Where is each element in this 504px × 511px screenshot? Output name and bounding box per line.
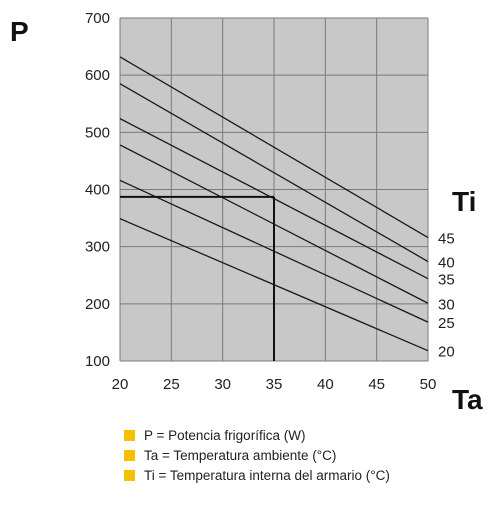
legend-text-ta: Ta = Temperatura ambiente (°C) bbox=[144, 447, 337, 463]
y-tick-label: 400 bbox=[85, 182, 110, 199]
y-tick-label: 500 bbox=[85, 124, 110, 141]
y-tick-label: 300 bbox=[85, 239, 110, 256]
legend-text-p: P = Potencia frigorífica (W) bbox=[144, 427, 306, 443]
x-tick-label: 50 bbox=[420, 376, 437, 393]
legend: P = Potencia frigorífica (W) Ta = Temper… bbox=[124, 425, 390, 485]
x-tick-label: 20 bbox=[112, 376, 129, 393]
series-label: 35 bbox=[438, 272, 455, 289]
series-line bbox=[119, 56, 429, 239]
series-line bbox=[119, 83, 429, 263]
legend-marker bbox=[124, 449, 135, 461]
series-label: 30 bbox=[438, 296, 455, 313]
chart: 20 25 30 35 40 45 5010020030040050060070045403… bbox=[85, 10, 455, 393]
x-tick-label: 35 bbox=[266, 376, 283, 393]
legend-item-p: P = Potencia frigorífica (W) bbox=[124, 425, 390, 445]
x-tick-label: 40 bbox=[317, 376, 334, 393]
series-label: 45 bbox=[438, 231, 455, 248]
series-label: 20 bbox=[438, 344, 455, 361]
y-tick-label: 100 bbox=[85, 353, 110, 370]
series-label: 25 bbox=[438, 315, 455, 332]
y-axis-letter: P bbox=[10, 16, 29, 47]
legend-item-ta: Ta = Temperatura ambiente (°C) bbox=[124, 445, 390, 465]
x-tick-label: 45 bbox=[368, 376, 385, 393]
series-group-letter: Ti bbox=[452, 186, 477, 217]
x-tick-label: 25 bbox=[163, 376, 180, 393]
x-tick-label: 30 bbox=[214, 376, 231, 393]
x-axis-letter: Ta bbox=[452, 384, 483, 415]
series-label: 40 bbox=[438, 255, 455, 272]
y-tick-label: 700 bbox=[85, 10, 110, 27]
y-tick-label: 600 bbox=[85, 67, 110, 84]
y-tick-label: 200 bbox=[85, 296, 110, 313]
legend-marker bbox=[124, 469, 135, 481]
legend-item-ti: Ti = Temperatura interna del armario (°C… bbox=[124, 465, 390, 485]
legend-marker bbox=[124, 429, 135, 441]
legend-text-ti: Ti = Temperatura interna del armario (°C… bbox=[144, 467, 390, 483]
